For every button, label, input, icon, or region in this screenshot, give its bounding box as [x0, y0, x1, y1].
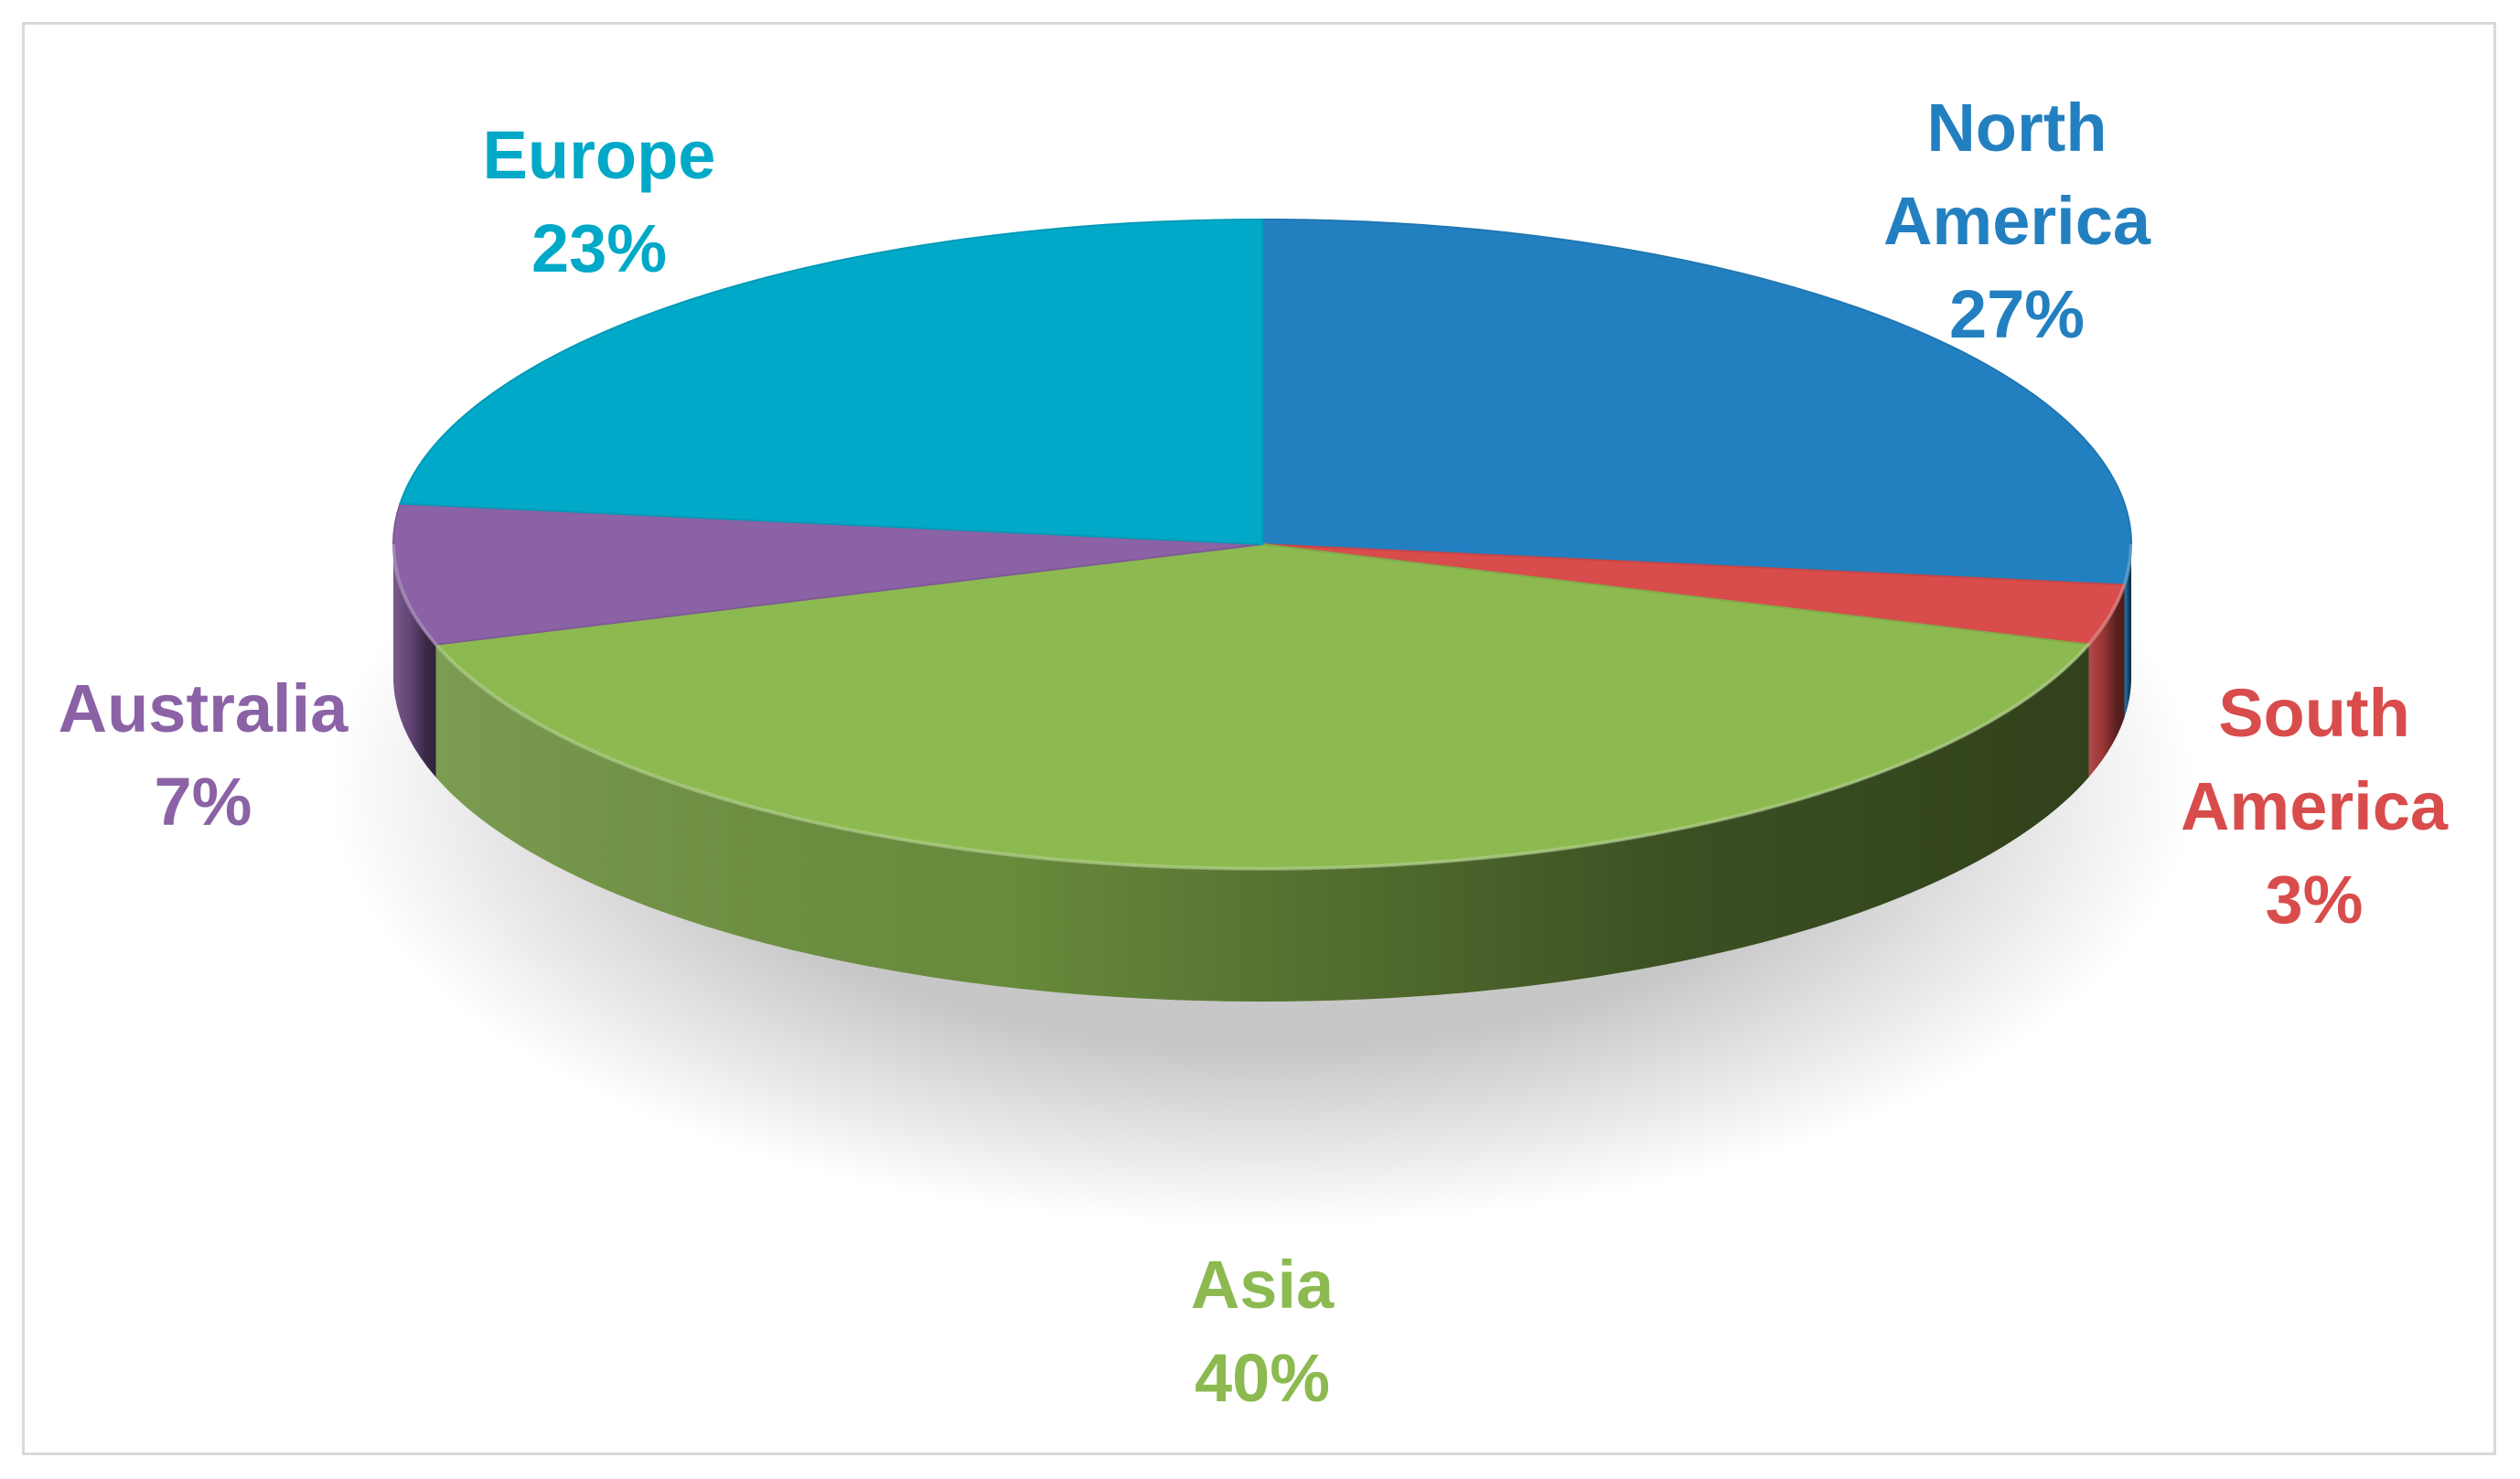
category-label-south-america: South: [2218, 675, 2410, 751]
category-label-south-america: America: [2181, 768, 2449, 844]
label-north-america: North America 27%: [1883, 90, 2151, 352]
pie-rim-highlight: [391, 543, 2133, 871]
slice-side-shade-south-america: [2088, 584, 2125, 777]
slice-asia: [434, 542, 2091, 870]
slice-europe: [399, 218, 1263, 546]
value-label-asia: 40%: [1195, 1340, 1330, 1416]
category-label-north-america: America: [1883, 183, 2151, 259]
category-label-north-america: North: [1926, 90, 2107, 166]
label-south-america: South America 3%: [2181, 675, 2449, 938]
value-label-europe: 23%: [531, 210, 667, 286]
value-label-north-america: 27%: [1949, 276, 2085, 352]
value-label-south-america: 3%: [2266, 862, 2364, 938]
label-australia: Australia 7%: [59, 670, 349, 840]
pie-sides: [393, 544, 2131, 1002]
pie-labels: North America 27% South America 3% Asia 40% Aust…: [59, 90, 2449, 1416]
pie-tops: [391, 218, 2133, 871]
label-asia: Asia 40%: [1191, 1247, 1335, 1416]
value-label-australia: 7%: [155, 764, 252, 840]
category-label-asia: Asia: [1191, 1247, 1335, 1323]
category-label-australia: Australia: [59, 670, 349, 746]
slice-side-shade-asia: [435, 644, 2089, 1002]
slice-side-shade-australia: [393, 544, 436, 777]
category-label-europe: Europe: [483, 117, 716, 193]
label-europe: Europe 23%: [483, 117, 716, 286]
slice-north-america: [1261, 218, 2132, 586]
slice-side-shade-north-america: [2124, 544, 2131, 718]
slice-australia: [392, 502, 1263, 646]
